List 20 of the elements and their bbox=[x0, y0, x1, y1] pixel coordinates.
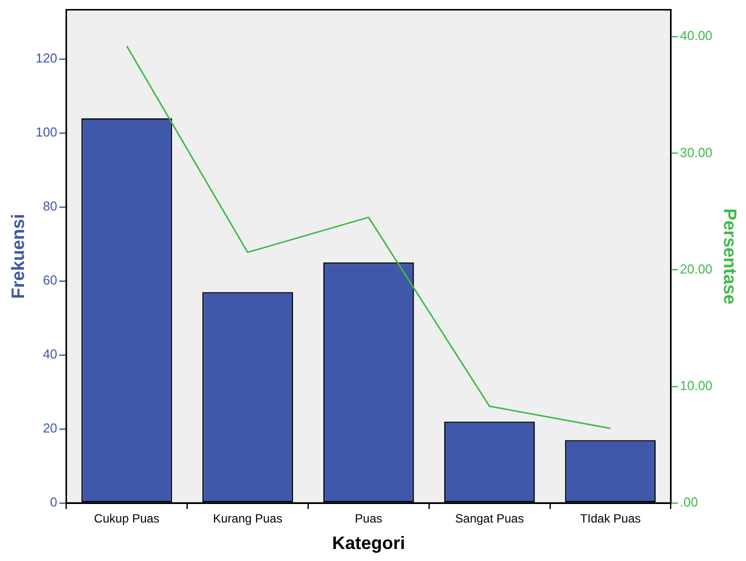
y2-tick-label: 10.00 bbox=[680, 378, 712, 393]
x-tick-label: Cukup Puas bbox=[94, 512, 160, 526]
y2-tick-label: 30.00 bbox=[680, 144, 712, 160]
x-tick-label: TIdak Puas bbox=[580, 512, 641, 526]
y-tick-label: 60 bbox=[42, 272, 58, 288]
x-axis-title: Kategori bbox=[332, 533, 406, 554]
y-tick-label: 20 bbox=[42, 420, 58, 436]
y-tick-label: 0 bbox=[50, 494, 58, 510]
x-tick-label: Puas bbox=[354, 512, 382, 526]
y-tick-label: 80 bbox=[42, 198, 58, 214]
y2-tick-label: 20.00 bbox=[680, 261, 712, 276]
y-tick-label: 120 bbox=[36, 50, 58, 66]
x-tick-label: Kurang Puas bbox=[212, 512, 282, 526]
y2-tick-label: 40.00 bbox=[680, 28, 712, 44]
x-tick-label: Sangat Puas bbox=[455, 512, 524, 526]
y2-tick-label: .00 bbox=[680, 494, 698, 510]
y-tick-label: 100 bbox=[36, 124, 58, 140]
y-tick-label: 40 bbox=[42, 346, 58, 362]
y-axis-title: Frekuensi bbox=[8, 214, 28, 299]
y2-axis-title: Persentase bbox=[720, 208, 740, 304]
